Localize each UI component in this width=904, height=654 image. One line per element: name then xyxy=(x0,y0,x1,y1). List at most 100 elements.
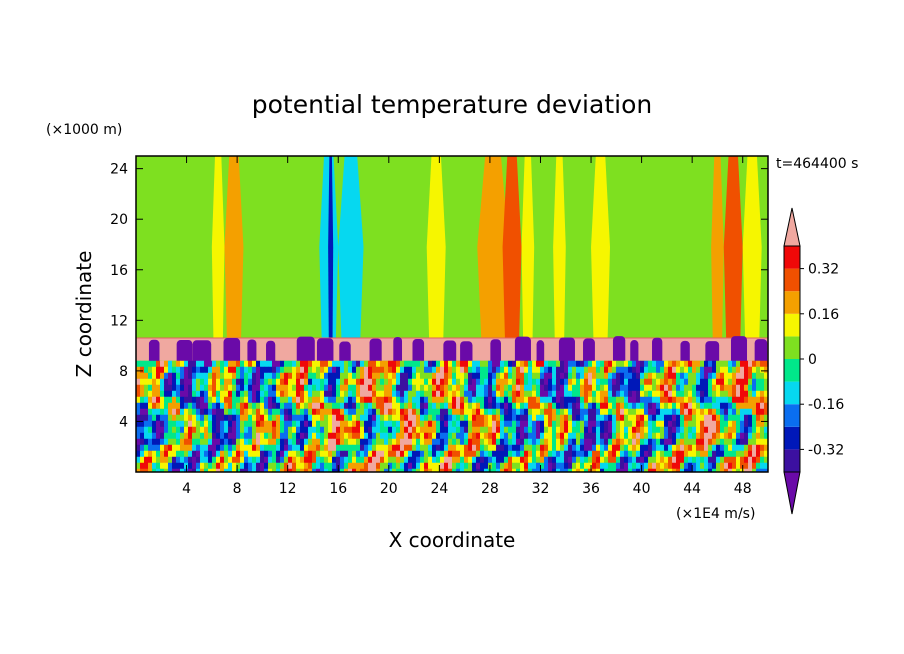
field-cell xyxy=(332,372,337,380)
field-cell xyxy=(580,444,585,452)
field-cell xyxy=(460,378,465,386)
field-cell xyxy=(164,366,169,374)
field-cell xyxy=(496,468,501,472)
colorbar-tick-label: 0.16 xyxy=(808,307,839,323)
field-cell xyxy=(256,402,261,410)
field-cell xyxy=(308,444,313,452)
field-cell xyxy=(688,468,693,472)
field-cell xyxy=(396,396,401,404)
field-cell xyxy=(692,444,697,452)
field-cell xyxy=(688,360,693,368)
field-cell xyxy=(444,450,449,458)
field-cell xyxy=(356,420,361,428)
field-cell xyxy=(608,456,613,464)
field-cell xyxy=(644,384,649,392)
convective-plume xyxy=(652,337,663,365)
field-cell xyxy=(736,390,741,398)
field-cell xyxy=(524,456,529,464)
field-cell xyxy=(732,450,737,458)
field-cell xyxy=(448,444,453,452)
field-cell xyxy=(340,414,345,422)
field-cell xyxy=(176,366,181,374)
field-cell xyxy=(520,432,525,440)
convective-plume xyxy=(514,336,531,365)
field-cell xyxy=(576,462,581,470)
field-cell xyxy=(520,414,525,422)
field-cell xyxy=(144,468,149,472)
field-cell xyxy=(228,408,233,416)
field-cell xyxy=(288,408,293,416)
field-cell xyxy=(632,444,637,452)
field-cell xyxy=(468,372,473,380)
field-cell xyxy=(660,444,665,452)
field-cell xyxy=(748,456,753,464)
field-cell xyxy=(672,420,677,428)
field-cell xyxy=(596,396,601,404)
y-tick-label: 16 xyxy=(110,263,128,279)
field-cell xyxy=(192,468,197,472)
field-cell xyxy=(688,414,693,422)
field-cell xyxy=(432,408,437,416)
field-cell xyxy=(396,462,401,470)
field-cell xyxy=(244,420,249,428)
field-cell xyxy=(684,444,689,452)
field-cell xyxy=(428,402,433,410)
field-cell xyxy=(228,384,233,392)
field-cell xyxy=(360,372,365,380)
field-cell xyxy=(308,408,313,416)
field-cell xyxy=(756,462,761,470)
field-cell xyxy=(660,396,665,404)
convective-plume xyxy=(339,341,351,365)
field-cell xyxy=(152,378,157,386)
field-cell xyxy=(608,360,613,368)
field-cell xyxy=(372,414,377,422)
field-cell xyxy=(296,384,301,392)
field-cell xyxy=(436,456,441,464)
field-cell xyxy=(352,468,357,472)
field-cell xyxy=(460,450,465,458)
field-cell xyxy=(292,432,297,440)
field-cell xyxy=(204,438,209,446)
field-cell xyxy=(568,384,573,392)
field-cell xyxy=(160,384,165,392)
field-cell xyxy=(380,402,385,410)
field-cell xyxy=(320,438,325,446)
field-cell xyxy=(652,414,657,422)
field-cell xyxy=(736,420,741,428)
field-cell xyxy=(504,360,509,368)
field-cell xyxy=(232,408,237,416)
field-cell xyxy=(136,420,141,428)
field-cell xyxy=(644,450,649,458)
field-cell xyxy=(648,360,653,368)
field-cell xyxy=(580,432,585,440)
field-cell xyxy=(228,444,233,452)
field-cell xyxy=(612,396,617,404)
field-cell xyxy=(656,426,661,434)
field-cell xyxy=(396,384,401,392)
field-cell xyxy=(368,420,373,428)
field-cell xyxy=(656,360,661,368)
field-cell xyxy=(168,450,173,458)
field-cell xyxy=(236,438,241,446)
field-cell xyxy=(520,456,525,464)
field-cell xyxy=(356,468,361,472)
field-cell xyxy=(596,456,601,464)
field-cell xyxy=(680,456,685,464)
field-cell xyxy=(288,390,293,398)
field-cell xyxy=(292,396,297,404)
field-cell xyxy=(512,438,517,446)
field-cell xyxy=(668,450,673,458)
field-cell xyxy=(352,438,357,446)
field-cell xyxy=(740,378,745,386)
field-cell xyxy=(492,390,497,398)
field-cell xyxy=(352,420,357,428)
field-cell xyxy=(176,396,181,404)
field-cell xyxy=(216,450,221,458)
field-cell xyxy=(516,420,521,428)
colorbar-segment xyxy=(784,381,800,405)
field-cell xyxy=(484,414,489,422)
field-cell xyxy=(248,468,253,472)
x-tick-label: 28 xyxy=(481,481,499,497)
field-cell xyxy=(488,426,493,434)
field-cell xyxy=(280,402,285,410)
